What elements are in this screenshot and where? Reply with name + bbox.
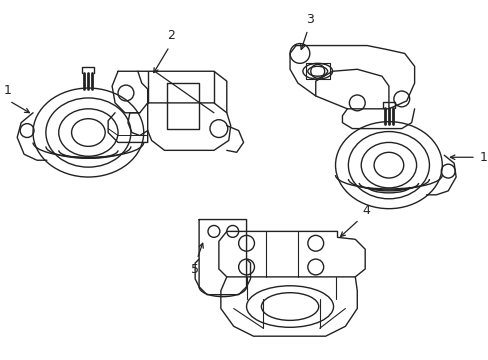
Text: 1: 1 xyxy=(479,151,487,164)
Text: 5: 5 xyxy=(191,263,199,276)
Text: 3: 3 xyxy=(305,13,313,26)
Text: 4: 4 xyxy=(362,203,369,217)
Text: 2: 2 xyxy=(167,28,175,42)
Text: 1: 1 xyxy=(3,84,11,97)
